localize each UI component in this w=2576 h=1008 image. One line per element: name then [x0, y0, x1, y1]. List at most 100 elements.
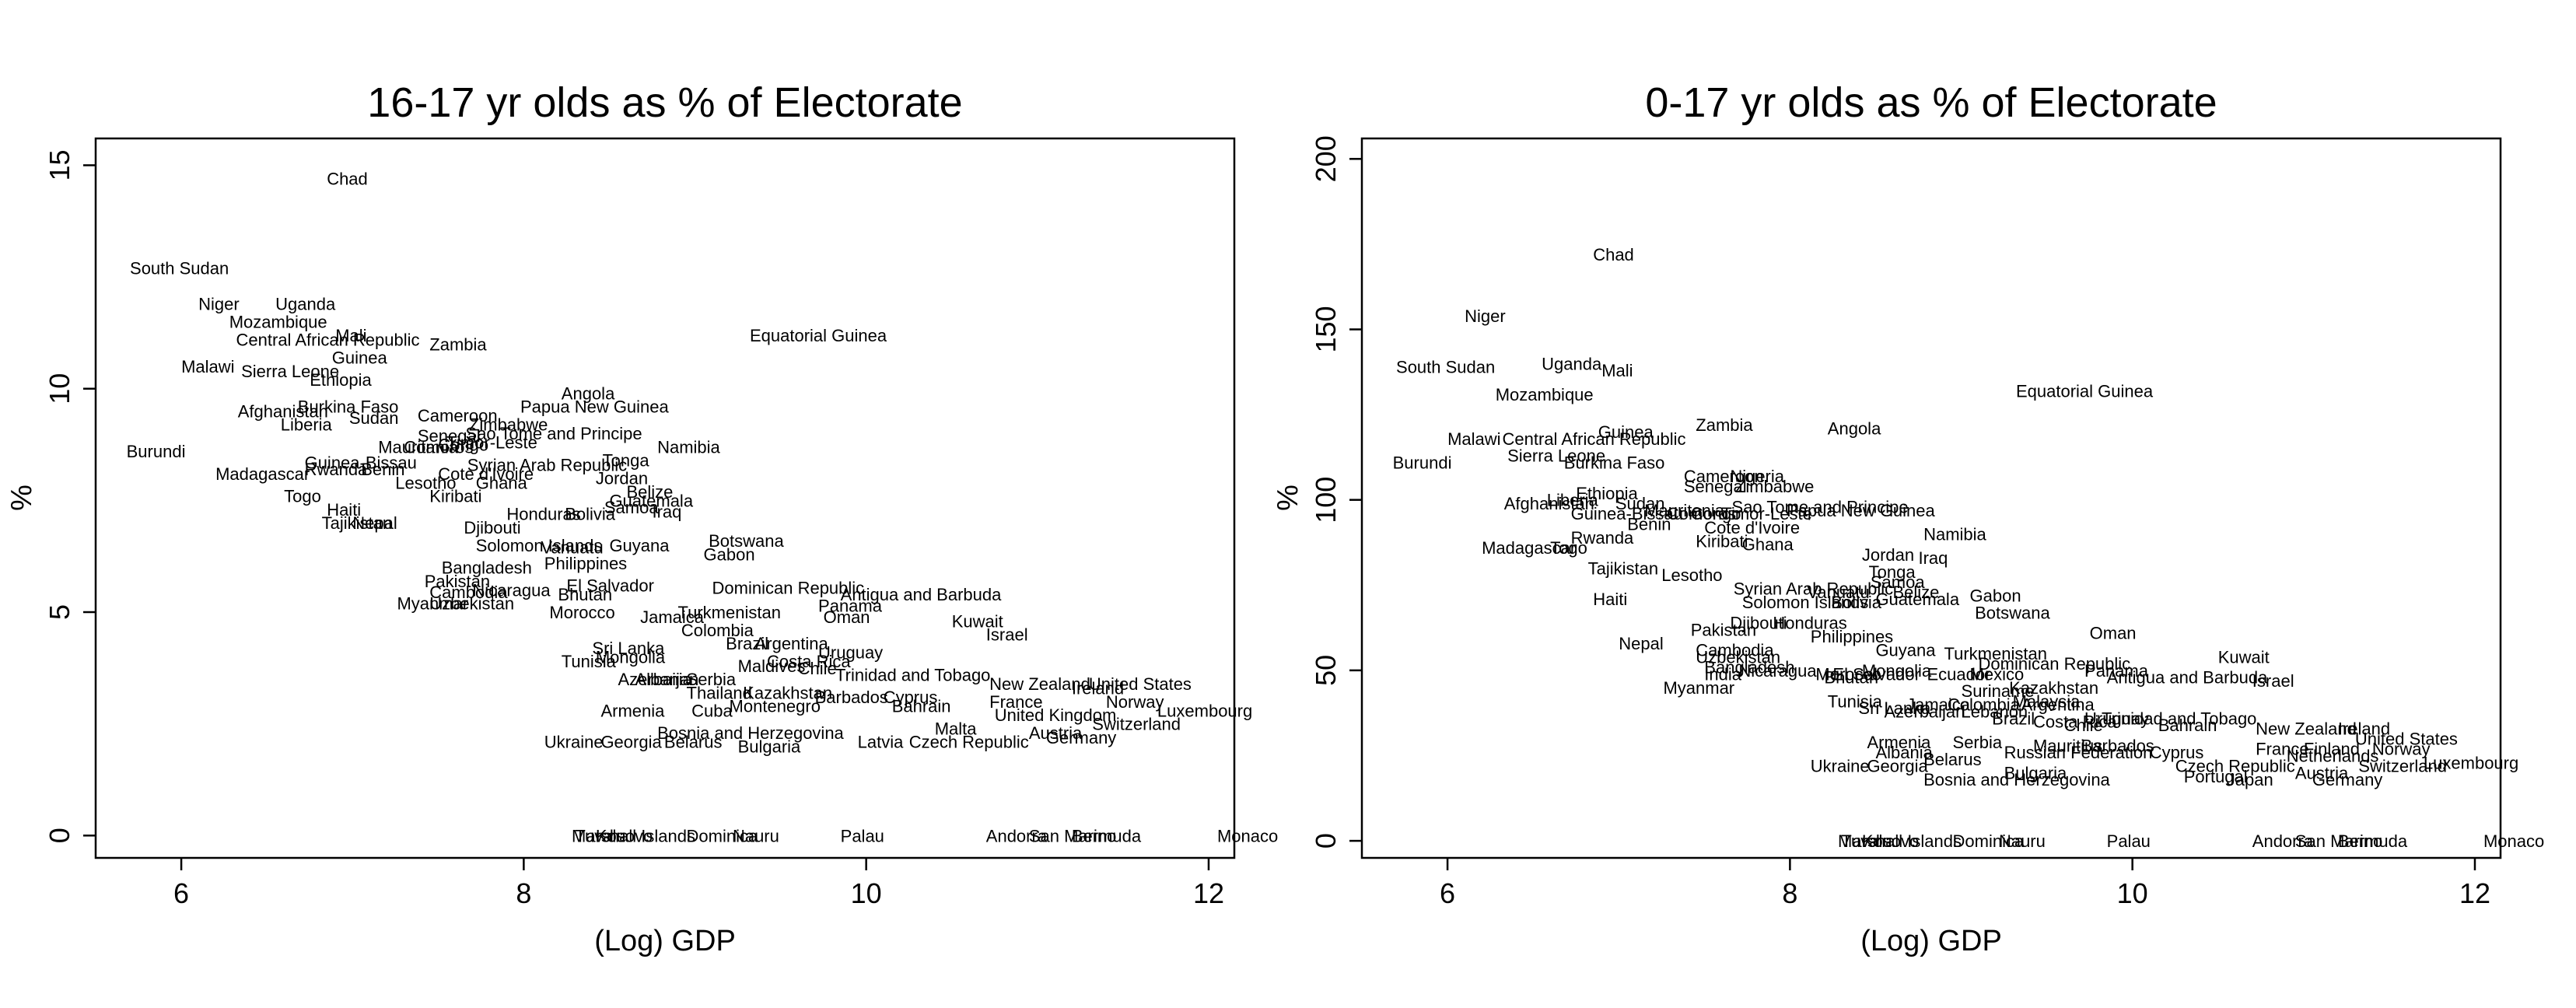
point-label: Dominican Republic [1979, 654, 2131, 674]
point-label: Morocco [549, 603, 614, 622]
point-label: Dominica [687, 826, 758, 845]
point-label: Sao Tome and Principe [466, 424, 642, 443]
point-label: Haiti [1593, 590, 1627, 609]
point-label: Switzerland [1092, 715, 1181, 734]
y-tick-label-right: 150 [1310, 306, 1342, 352]
x-tick-label-right: 8 [1782, 877, 1797, 909]
point-label: Syrian Arab Republic [467, 455, 627, 474]
point-label: Norway [1106, 692, 1164, 712]
point-label: Costa Rica [767, 652, 851, 671]
plot-frame-right [1360, 137, 2502, 859]
point-label: Tuvalu [575, 826, 625, 845]
point-label: Mozambique [1496, 385, 1594, 404]
point-label: Namibia [657, 437, 720, 457]
point-label: Dominican Republic [712, 578, 865, 597]
point-label: Zimbabwe [1735, 477, 1814, 496]
point-label: Belarus [1923, 750, 1982, 769]
point-label: Kazakhstan [743, 683, 832, 702]
point-label: Monaco [2483, 831, 2544, 851]
point-label: Albania [635, 670, 692, 689]
y-tick-label-right: 0 [1310, 833, 1342, 849]
point-label: Central African Republic [1503, 429, 1686, 449]
point-label: Russian Federation [2004, 743, 2153, 762]
x-tick-label-right: 6 [1440, 877, 1455, 909]
x-tick-label-left: 10 [851, 877, 882, 909]
point-label: Afghanistan [238, 401, 328, 421]
x-axis-label-right: (Log) GDP [1860, 925, 2002, 957]
point-label: Suriname [1962, 681, 2035, 701]
point-label: Bermuda [1072, 826, 1142, 845]
point-label: Uganda [1542, 354, 1602, 373]
point-label: Czech Republic [909, 733, 1029, 752]
panel-right: 0-17 yr olds as % of Electorate (Log) GD… [1272, 79, 2544, 957]
point-label: France [2256, 740, 2308, 759]
point-label: Kazakhstan [2009, 678, 2098, 698]
point-label: Madagascar [1482, 538, 1576, 558]
point-label: Costa Rica [2033, 712, 2117, 732]
point-label: Cambodia [429, 583, 508, 602]
point-label: Madagascar [215, 464, 310, 484]
point-label: Uruguay [2084, 709, 2149, 728]
point-label: Mali [335, 326, 366, 345]
point-label: Cyprus [2150, 743, 2204, 762]
point-label: Guinea-Bissau [1571, 504, 1683, 523]
point-label: Austria [2295, 763, 2349, 782]
point-label: Congo [1691, 504, 1741, 523]
point-label: Senegal [1684, 477, 1747, 496]
point-label: Belize [1892, 583, 1939, 602]
point-label: Guinea-Bissau [305, 453, 417, 473]
point-label: Argentina [755, 634, 829, 653]
point-label: Turkmenistan [1944, 644, 2047, 663]
point-label: Uruguay [818, 643, 883, 663]
point-label: Rwanda [305, 460, 368, 479]
point-label: Bulgaria [738, 737, 801, 756]
point-label: Equatorial Guinea [750, 326, 887, 345]
point-label: Chile [2064, 716, 2103, 735]
y-tick-label-left: 0 [44, 828, 75, 843]
point-label: Afghanistan [1504, 494, 1594, 513]
point-label: Nigeria [1730, 467, 1784, 486]
point-label: Uzbekistan [1696, 647, 1780, 667]
point-label: Mauritius [2033, 736, 2102, 755]
point-label: Morocco [1815, 664, 1881, 684]
point-label: Ukraine [1811, 757, 1870, 776]
point-label: Bosnia and Herzegovina [1923, 770, 2110, 789]
point-label: Guinea [332, 348, 388, 368]
point-label: Tonga [603, 451, 650, 471]
point-label: Jordan [596, 469, 648, 488]
point-label: Finland [2304, 740, 2360, 759]
point-label: Benin [361, 460, 404, 479]
point-label: Tunisia [1828, 691, 1883, 711]
point-label: Mauritania [1644, 501, 1724, 520]
point-label: Thailand [687, 683, 752, 702]
point-label: Angola [562, 383, 615, 403]
point-label: New Zealand [2256, 719, 2357, 738]
point-label: Uganda [275, 295, 336, 314]
point-label: Honduras [1773, 614, 1846, 633]
point-label: Malaysia [2013, 691, 2081, 711]
point-label: India [1704, 664, 1741, 684]
point-label: Norway [2372, 740, 2431, 759]
point-label: Barbados [815, 688, 888, 707]
point-label: San Marino [2295, 831, 2383, 851]
point-label: Luxembourg [2424, 753, 2518, 772]
point-label: United Kingdom [995, 705, 1117, 725]
y-axis-label-left: % [5, 485, 38, 511]
point-label: Cote d'Ivoire [438, 464, 534, 484]
point-label: Argentina [2021, 695, 2095, 715]
point-label: Kuwait [2218, 647, 2270, 667]
point-label: Portugal [2184, 767, 2248, 786]
point-label: Lesotho [395, 473, 456, 492]
point-label: Bahrain [2158, 716, 2217, 735]
point-label: Georgia [600, 733, 662, 752]
point-label: Botswana [709, 531, 784, 551]
point-label: Sri Lanka [1858, 698, 1931, 718]
point-label: Latvia [858, 733, 904, 752]
point-label: Chad [1593, 245, 1634, 264]
point-label: Georgia [1867, 757, 1928, 776]
point-label: Equatorial Guinea [2016, 381, 2154, 401]
point-label: Cambodia [1696, 641, 1774, 660]
point-label: Mauritania [378, 437, 458, 457]
point-label: Nicaragua [1738, 661, 1817, 681]
point-label: Sri Lanka [592, 639, 665, 658]
